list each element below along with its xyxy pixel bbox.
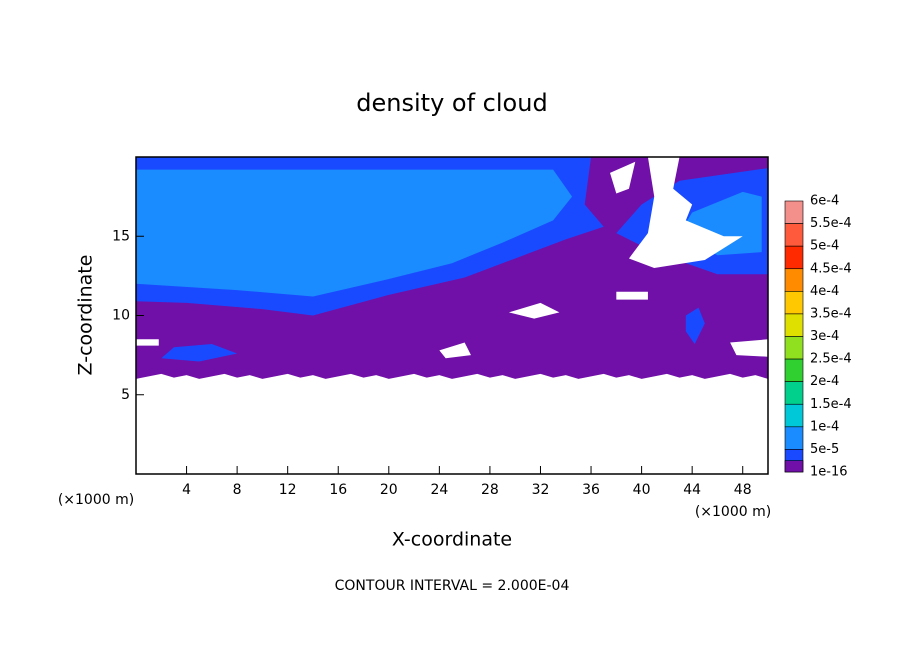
colorbar-label: 2.5e-4 xyxy=(810,352,852,367)
chart-title: density of cloud xyxy=(356,89,547,117)
x-tick-label: 36 xyxy=(582,482,600,498)
no-data xyxy=(136,339,159,346)
colorbar-label: 4.5e-4 xyxy=(810,261,852,276)
colorbar-label: 1.5e-4 xyxy=(810,397,852,412)
colorbar-label: 1e-4 xyxy=(810,419,839,434)
no-data xyxy=(616,291,648,300)
x-tick-label: 20 xyxy=(380,482,398,498)
colorbar-box xyxy=(784,313,804,337)
colorbar-label: 4e-4 xyxy=(810,284,839,299)
contour-region xyxy=(161,344,238,362)
colorbar-label: 5e-5 xyxy=(810,442,839,457)
colorbar-box xyxy=(784,268,804,292)
colorbar-label: 5.5e-4 xyxy=(810,216,852,231)
no-data xyxy=(730,339,768,357)
field xyxy=(136,157,768,379)
colorbar-box xyxy=(784,403,804,428)
no-data xyxy=(628,157,743,268)
colorbar-box xyxy=(784,200,804,224)
colorbar-box xyxy=(784,381,804,405)
colorbar-label: 1e-16 xyxy=(810,465,848,480)
x-tick-label: 40 xyxy=(633,482,651,498)
x-unit: (×1000 m) xyxy=(58,492,134,508)
colorbar-label: 3.5e-4 xyxy=(810,306,852,321)
no-data xyxy=(610,161,636,194)
y-tick-label: 15 xyxy=(112,228,130,244)
x-tick-label: 8 xyxy=(233,482,242,498)
no-data xyxy=(508,302,560,319)
x-axis-label: X-coordinate xyxy=(392,529,512,551)
colorbar-box xyxy=(784,223,804,247)
colorbar-label: 5e-4 xyxy=(810,239,839,254)
colorbar-label: 2e-4 xyxy=(810,374,839,389)
contour-region xyxy=(136,169,573,297)
x-tick-label: 32 xyxy=(532,482,550,498)
x-tick-label: 44 xyxy=(683,482,701,498)
colorbar-box xyxy=(784,336,804,360)
footer: CONTOUR INTERVAL = 2.000E-04 xyxy=(335,578,570,594)
colorbar-swatch xyxy=(784,460,804,473)
x-tick-label: 24 xyxy=(430,482,448,498)
x-tick-label: 48 xyxy=(734,482,752,498)
x-tick-label: 28 xyxy=(481,482,499,498)
colorbar-label: 6e-4 xyxy=(810,194,839,209)
x-tick-label: 4 xyxy=(182,482,191,498)
colorbar-box xyxy=(784,426,804,450)
x-tick-label: 12 xyxy=(279,482,297,498)
contour-region xyxy=(685,307,705,345)
colorbar-box xyxy=(784,358,804,382)
x-tick-label: 16 xyxy=(329,482,347,498)
colorbar-box xyxy=(784,245,804,270)
colorbar-box xyxy=(784,291,804,315)
y-axis-label: Z-coordinate xyxy=(75,255,97,376)
colorbar-label: 3e-4 xyxy=(810,329,839,344)
no-data xyxy=(439,342,471,359)
x-unit: (×1000 m) xyxy=(695,504,771,520)
y-tick-label: 5 xyxy=(121,387,130,403)
y-tick-label: 10 xyxy=(112,308,130,324)
